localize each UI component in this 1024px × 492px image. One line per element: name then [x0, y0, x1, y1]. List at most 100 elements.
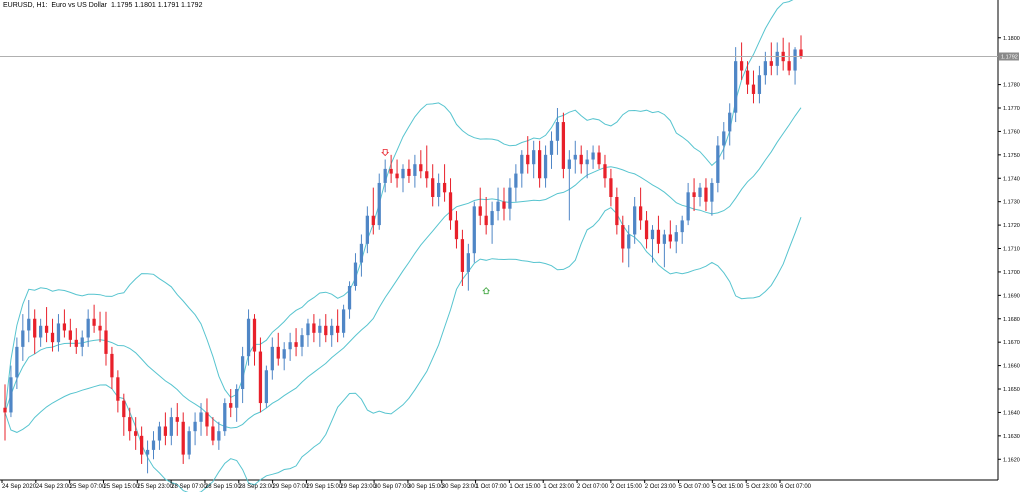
candle-body — [787, 61, 791, 71]
bear-candle — [526, 136, 530, 174]
bull-candle — [662, 229, 667, 268]
bull-candle — [514, 164, 518, 202]
price-axis[interactable]: 1.1800 1.1780 1.1770 1.1760 1.1750 1.1740 1.17… — [998, 36, 1020, 464]
price-tick-label: 1.1770 — [1003, 106, 1020, 112]
bull-candle — [157, 421, 162, 450]
bull-candle — [549, 131, 554, 169]
bull-candle — [573, 140, 577, 174]
candle-body — [169, 417, 173, 436]
bull-candle — [365, 206, 369, 254]
candle-body — [175, 417, 179, 422]
bear-candle — [371, 187, 375, 235]
bear-candle — [276, 332, 280, 366]
candle-body — [235, 389, 239, 408]
bull-candle — [359, 234, 364, 277]
candle-body — [324, 325, 328, 336]
candle-body — [484, 215, 488, 226]
bear-candle — [615, 187, 619, 235]
candle-body — [122, 400, 126, 418]
candle-body — [223, 403, 227, 432]
chart-header: EURUSD, H1: Euro vs US Dollar 1.1795 1.180… — [3, 2, 206, 9]
bear-candle — [110, 346, 114, 390]
bear-candle — [104, 311, 108, 366]
candle-body — [799, 49, 803, 57]
bear-candle — [139, 426, 144, 464]
candle-body — [68, 330, 72, 340]
candle-body — [633, 206, 637, 235]
bear-candle — [44, 307, 49, 343]
time-tick-label: 5 Oct 23:00 — [746, 484, 778, 490]
candle-body — [80, 337, 84, 347]
price-tick-label: 1.1760 — [1003, 129, 1020, 135]
bear-candle — [442, 164, 447, 202]
candle-body — [282, 349, 286, 359]
candle-body — [294, 342, 298, 347]
candle-body — [92, 318, 96, 326]
candle-body — [359, 243, 364, 263]
candle-body — [722, 131, 726, 146]
bull-candle — [80, 330, 84, 357]
candle-body — [621, 225, 625, 249]
time-tick-label: 2 Oct 15:00 — [611, 484, 643, 490]
time-tick-label: 30 Sep 23:00 — [442, 484, 478, 490]
candle-body — [353, 262, 358, 286]
candle-body — [597, 152, 601, 165]
candle-body — [44, 325, 49, 333]
candle-body — [704, 187, 708, 202]
bear-candle — [116, 370, 120, 413]
time-tick-label: 2 Oct 23:00 — [645, 484, 677, 490]
candle-body — [478, 206, 482, 216]
candle-body — [211, 426, 215, 441]
current-price-line: 1.1792 — [0, 52, 1019, 61]
candle-body — [15, 346, 19, 378]
bear-candle — [92, 304, 96, 333]
candle-body — [514, 173, 518, 188]
bull-candle — [710, 178, 714, 216]
candle-body — [56, 323, 61, 343]
bear-candle — [787, 42, 791, 76]
candle-body — [579, 154, 583, 165]
bear-candle — [98, 311, 102, 343]
time-tick-label: 29 Sep 15:00 — [306, 484, 342, 490]
time-tick-label: 25 Sep 15:00 — [103, 484, 139, 490]
candle-body — [603, 164, 607, 179]
bear-candle — [62, 309, 67, 338]
candle-body — [520, 154, 524, 174]
bull-candle — [145, 440, 150, 474]
candle-body — [532, 150, 536, 165]
candle-body — [591, 152, 595, 160]
candle-body — [728, 112, 732, 132]
candle-body — [98, 325, 102, 331]
bull-candle — [193, 412, 197, 446]
candle-body — [561, 122, 566, 169]
bear-candle — [799, 35, 803, 59]
bear-candle — [448, 178, 453, 230]
bear-candle — [502, 187, 506, 221]
plot-frame — [0, 0, 999, 481]
bull-candle — [347, 281, 352, 319]
bear-candle — [407, 159, 411, 183]
price-tick-label: 1.1640 — [1003, 410, 1020, 416]
bull-candle — [353, 253, 358, 291]
bull-candle — [508, 178, 512, 221]
candle-body — [662, 234, 667, 244]
candle-body — [627, 234, 631, 249]
candle-body — [312, 323, 316, 333]
time-tick-label: 1 Oct 23:00 — [543, 484, 575, 490]
bear-candle — [751, 70, 756, 104]
price-tick-label: 1.1750 — [1003, 153, 1020, 159]
candle-body — [739, 61, 744, 71]
bear-candle — [294, 328, 298, 357]
bull-candle — [722, 122, 726, 160]
candle-body — [609, 178, 613, 197]
candle-body — [157, 426, 162, 441]
candle-body — [656, 229, 661, 244]
description-label: Euro vs US Dollar — [51, 2, 107, 9]
bear-candle — [537, 140, 542, 188]
candle-body — [246, 318, 251, 357]
bull-candle — [763, 51, 767, 85]
bear-candle — [638, 187, 643, 230]
